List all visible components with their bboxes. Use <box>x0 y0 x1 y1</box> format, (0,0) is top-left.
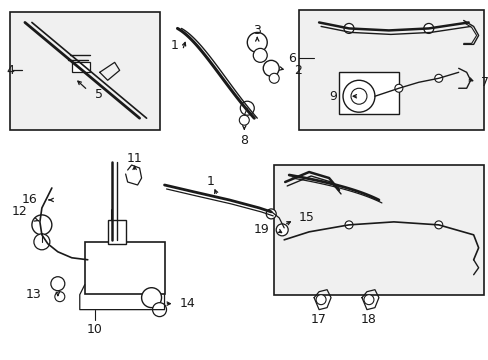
Text: 19: 19 <box>253 223 269 237</box>
Text: 5: 5 <box>95 88 102 101</box>
Bar <box>299 10 483 130</box>
Circle shape <box>363 295 373 305</box>
Circle shape <box>345 221 352 229</box>
Circle shape <box>269 73 279 83</box>
Circle shape <box>263 60 279 76</box>
Circle shape <box>253 48 267 62</box>
Bar <box>10 13 159 130</box>
Text: 11: 11 <box>126 152 142 165</box>
Text: 4: 4 <box>6 64 14 77</box>
Bar <box>72 62 90 72</box>
Circle shape <box>240 101 254 115</box>
Circle shape <box>350 88 366 104</box>
Text: 15: 15 <box>299 211 314 224</box>
Bar <box>84 242 164 294</box>
Circle shape <box>394 84 402 92</box>
Bar <box>274 165 483 295</box>
Circle shape <box>434 221 442 229</box>
Bar <box>338 72 398 114</box>
Circle shape <box>55 292 65 302</box>
Text: 2: 2 <box>294 64 302 77</box>
Circle shape <box>342 80 374 112</box>
Circle shape <box>265 209 276 219</box>
Text: 1: 1 <box>206 175 214 189</box>
Text: 14: 14 <box>179 297 195 310</box>
Text: 12: 12 <box>12 206 28 219</box>
Circle shape <box>247 32 267 52</box>
Circle shape <box>315 295 325 305</box>
Text: 18: 18 <box>360 313 376 326</box>
Circle shape <box>51 277 65 291</box>
Text: 16: 16 <box>22 193 38 206</box>
Circle shape <box>34 234 50 250</box>
Text: 6: 6 <box>288 52 296 65</box>
Text: 7: 7 <box>480 76 488 89</box>
Circle shape <box>239 115 249 125</box>
Circle shape <box>344 23 353 33</box>
Circle shape <box>152 303 166 316</box>
Text: 10: 10 <box>86 323 102 336</box>
Text: 3: 3 <box>253 24 261 37</box>
Text: 9: 9 <box>328 90 336 103</box>
Bar <box>107 220 125 244</box>
Text: 13: 13 <box>26 288 42 301</box>
Circle shape <box>276 224 287 236</box>
Circle shape <box>32 215 52 235</box>
Text: 8: 8 <box>240 134 248 147</box>
Circle shape <box>142 288 161 308</box>
Text: 17: 17 <box>310 313 326 326</box>
Circle shape <box>423 23 433 33</box>
Text: 1: 1 <box>170 39 178 52</box>
Circle shape <box>434 74 442 82</box>
